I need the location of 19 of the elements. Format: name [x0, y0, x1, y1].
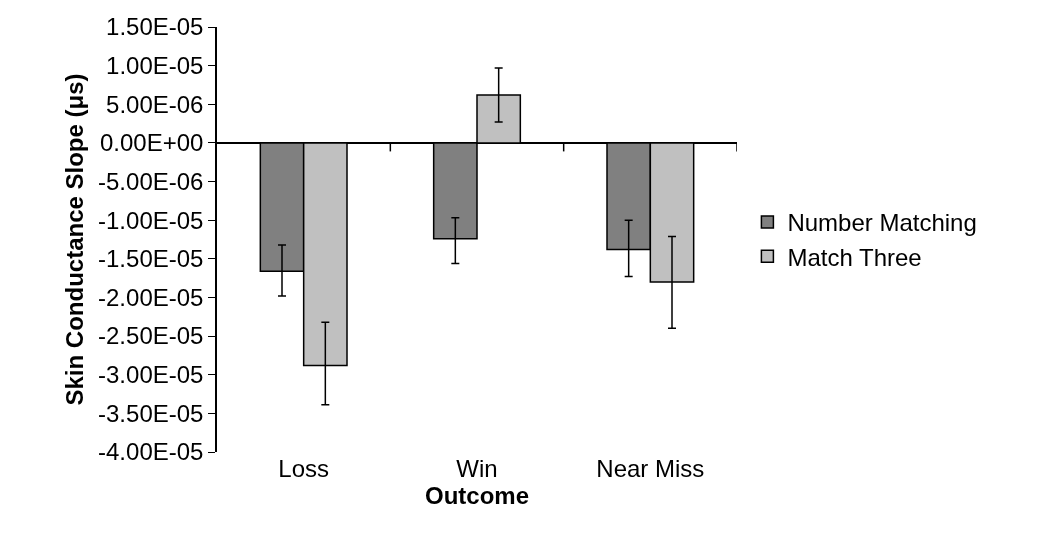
legend-label: Match Three	[787, 243, 922, 271]
y-tick-label: -2.00E-05	[98, 283, 204, 311]
y-tick-label: -4.00E-05	[98, 438, 204, 466]
y-tick-label: 1.00E-05	[106, 52, 204, 80]
x-tick-label: Near Miss	[596, 455, 705, 482]
y-tick-label: -1.00E-05	[98, 206, 204, 234]
x-axis-title: Outcome	[424, 482, 530, 509]
legend-label: Number Matching	[787, 209, 977, 237]
y-tick-label: -5.00E-06	[98, 167, 204, 195]
x-tick-label: Win	[456, 455, 498, 482]
y-tick-label: 1.50E-05	[106, 13, 204, 41]
y-axis-title: Skin Conductance Slope (μs)	[60, 73, 88, 406]
x-tick-label: Loss	[278, 455, 330, 482]
y-tick-label: -1.50E-05	[98, 245, 204, 273]
y-tick-label: 5.00E-06	[106, 90, 204, 118]
y-tick-label: -3.50E-05	[98, 399, 204, 427]
y-tick-label: -3.00E-05	[98, 361, 204, 389]
y-tick-label: -2.50E-05	[98, 322, 204, 350]
y-tick-label: 0.00E+00	[100, 129, 204, 157]
